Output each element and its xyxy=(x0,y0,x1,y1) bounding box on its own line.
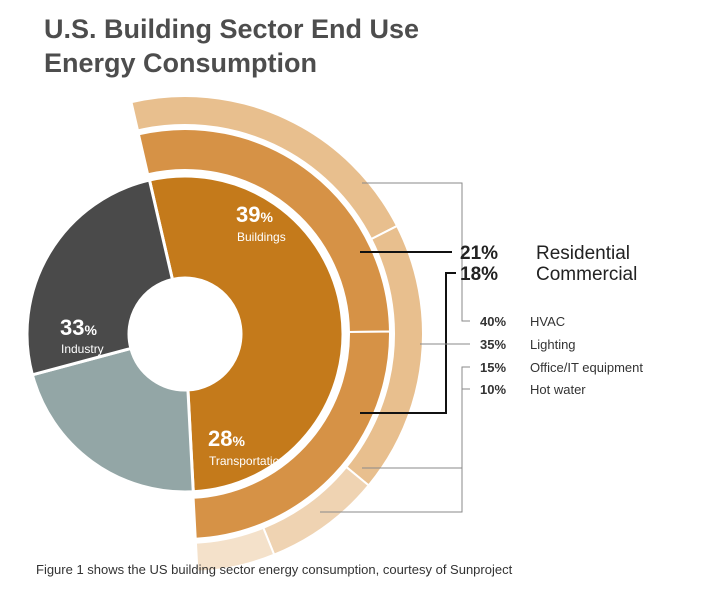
category-label-industry: Industry xyxy=(61,342,104,356)
bracket-line-hvac xyxy=(362,182,470,322)
slice-buildings xyxy=(147,174,345,494)
leader-line-commercial xyxy=(360,272,456,414)
figure-caption: Figure 1 shows the US building sector en… xyxy=(36,562,513,577)
value-label-office-it-equipment: 15% xyxy=(480,360,506,375)
category-label-commercial: Commercial xyxy=(536,264,637,285)
value-label-buildings: 39% xyxy=(236,202,273,227)
segment-commercial xyxy=(192,330,391,540)
category-label-residential: Residential xyxy=(536,243,630,264)
category-label-hot-water: Hot water xyxy=(530,382,586,397)
category-label-lighting: Lighting xyxy=(530,337,576,352)
category-label-transportation: Transportation xyxy=(209,454,286,468)
value-label-residential: 21% xyxy=(460,243,498,264)
bracket-line-hot-water xyxy=(320,388,470,513)
value-label-commercial: 18% xyxy=(460,264,498,285)
chart-title-line-2: Energy Consumption xyxy=(44,48,318,78)
chart-title: U.S. Building Sector End Use Energy Cons… xyxy=(44,12,419,80)
value-label-industry: 33% xyxy=(60,315,97,340)
value-label-lighting: 35% xyxy=(480,337,506,352)
segment-hot-water xyxy=(194,526,276,573)
category-label-hvac: HVAC xyxy=(530,314,565,329)
slice-transportation xyxy=(30,346,195,494)
category-label-buildings: Buildings xyxy=(237,230,286,244)
value-label-hvac: 40% xyxy=(480,314,506,329)
value-label-hot-water: 10% xyxy=(480,382,506,397)
category-label-office-it-equipment: Office/IT equipment xyxy=(530,360,643,375)
slice-industry xyxy=(25,178,175,377)
chart-title-line-1: U.S. Building Sector End Use xyxy=(44,14,420,44)
